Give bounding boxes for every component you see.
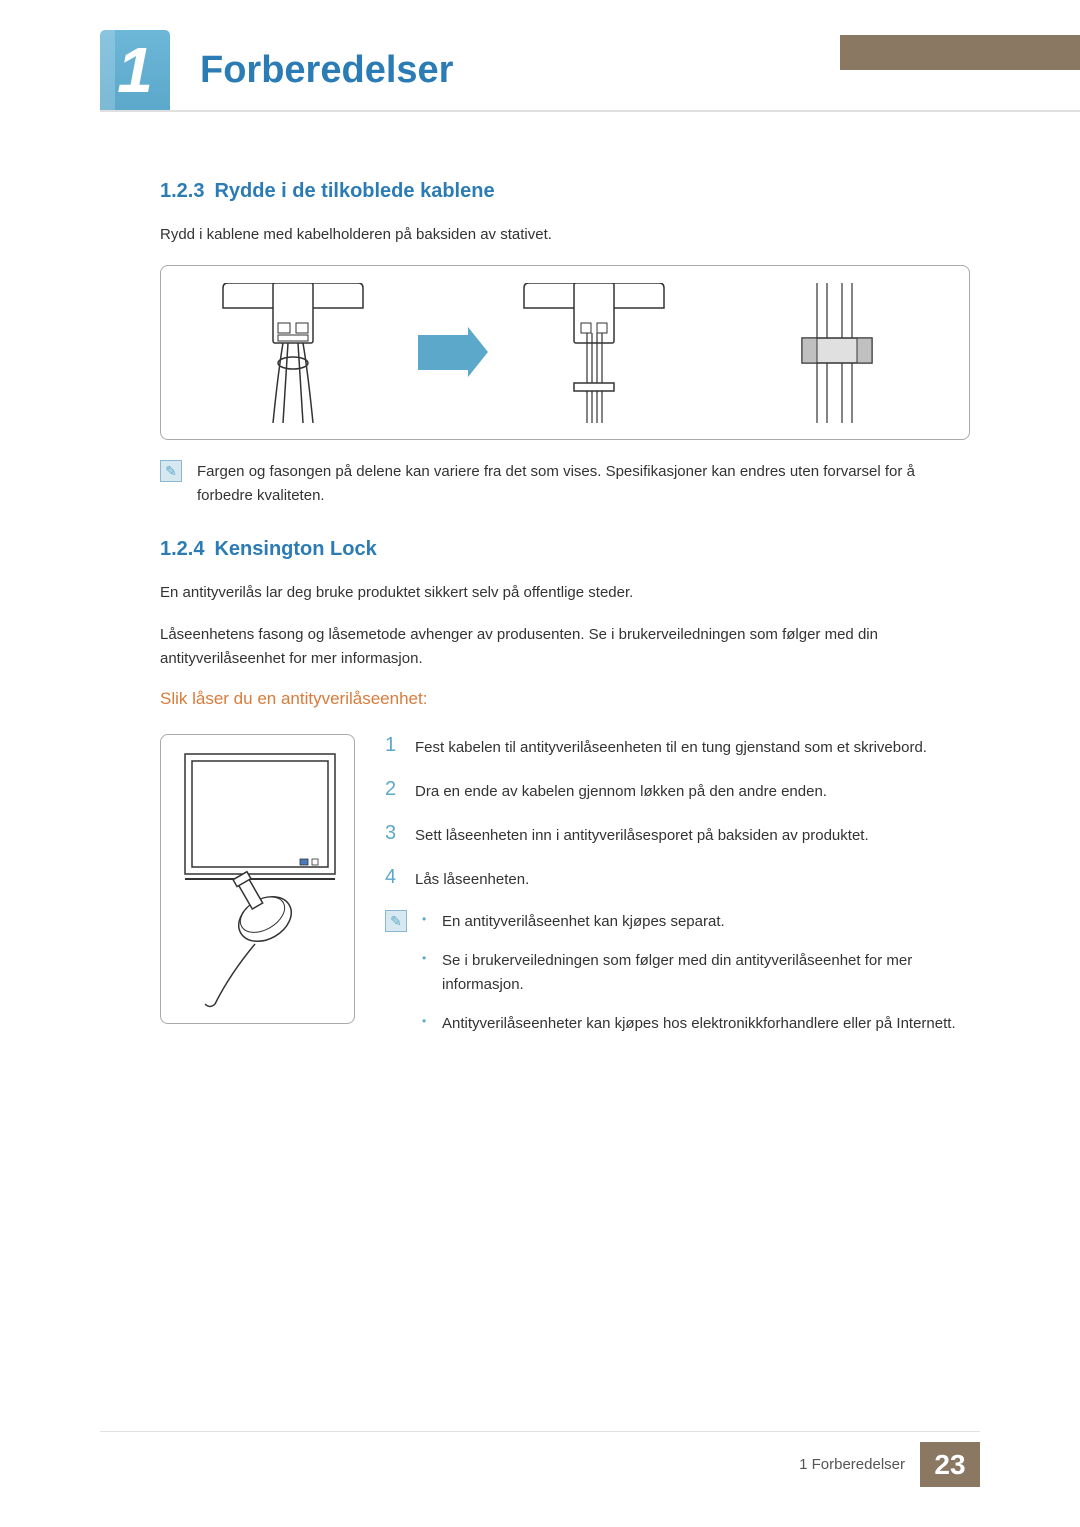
step-num: 2: [385, 778, 400, 801]
cable-diagram: [160, 265, 970, 440]
note-icon: ✎: [160, 460, 182, 482]
note-123: ✎ Fargen og fasongen på delene kan varie…: [160, 460, 970, 508]
note-124: ✎ En antityverilåseenhet kan kjøpes sepa…: [385, 910, 970, 1051]
section-heading-124: 1.2.4 Kensington Lock: [160, 538, 970, 561]
footer-label: 1 Forberedelser: [799, 1456, 905, 1473]
page-number: 23: [920, 1442, 980, 1487]
chapter-title: Forberedelser: [200, 49, 453, 92]
lock-section: 1 Fest kabelen til antityverilåseenheten…: [160, 734, 970, 1051]
header-brown-bar: [840, 35, 1080, 70]
footer-rule: [100, 1431, 980, 1432]
diagram-panel-right: [719, 278, 955, 428]
step-text: Lås låseenheten.: [415, 866, 529, 892]
diagram-panel-left: [175, 278, 411, 428]
lock-diagram: [160, 734, 355, 1024]
lock-steps: 1 Fest kabelen til antityverilåseenheten…: [385, 734, 970, 1051]
chapter-tab: 1: [100, 30, 170, 110]
step-num: 1: [385, 734, 400, 757]
bullet-item: Se i brukerveiledningen som følger med d…: [422, 949, 970, 997]
note-bullets: En antityverilåseenhet kan kjøpes separa…: [422, 910, 970, 1051]
bullet-item: En antityverilåseenhet kan kjøpes separa…: [422, 910, 970, 934]
section-123-intro: Rydd i kablene med kabelholderen på baks…: [160, 223, 970, 247]
section-title: Rydde i de tilkoblede kablene: [214, 180, 494, 202]
note-icon: ✎: [385, 910, 407, 932]
page-footer: 1 Forberedelser 23: [799, 1442, 980, 1487]
step-row: 1 Fest kabelen til antityverilåseenheten…: [385, 734, 970, 760]
step-num: 4: [385, 866, 400, 889]
diagram-panel-middle: [475, 278, 711, 428]
step-text: Fest kabelen til antityverilåseenheten t…: [415, 734, 927, 760]
section-number: 1.2.4: [160, 538, 204, 560]
section-title: Kensington Lock: [214, 538, 376, 560]
section-124-para1: En antityverilås lar deg bruke produktet…: [160, 581, 970, 605]
section-number: 1.2.3: [160, 180, 204, 202]
page-content: 1.2.3 Rydde i de tilkoblede kablene Rydd …: [160, 180, 970, 1051]
header-rule: [100, 110, 1080, 112]
page-header: 1 Forberedelser: [100, 30, 453, 110]
step-row: 2 Dra en ende av kabelen gjennom løkken …: [385, 778, 970, 804]
section-124-para2: Låseenhetens fasong og låsemetode avheng…: [160, 623, 970, 671]
arrow-icon: [418, 335, 468, 370]
step-text: Sett låseenheten inn i antityverilåsespo…: [415, 822, 869, 848]
note-text: Fargen og fasongen på delene kan variere…: [197, 460, 970, 508]
bullet-item: Antityverilåseenheter kan kjøpes hos ele…: [422, 1012, 970, 1036]
step-text: Dra en ende av kabelen gjennom løkken på…: [415, 778, 827, 804]
step-row: 3 Sett låseenheten inn i antityverilåses…: [385, 822, 970, 848]
chapter-number: 1: [117, 33, 153, 107]
sub-heading: Slik låser du en antityverilåseenhet:: [160, 689, 970, 709]
step-num: 3: [385, 822, 400, 845]
section-heading-123: 1.2.3 Rydde i de tilkoblede kablene: [160, 180, 970, 203]
step-row: 4 Lås låseenheten.: [385, 866, 970, 892]
